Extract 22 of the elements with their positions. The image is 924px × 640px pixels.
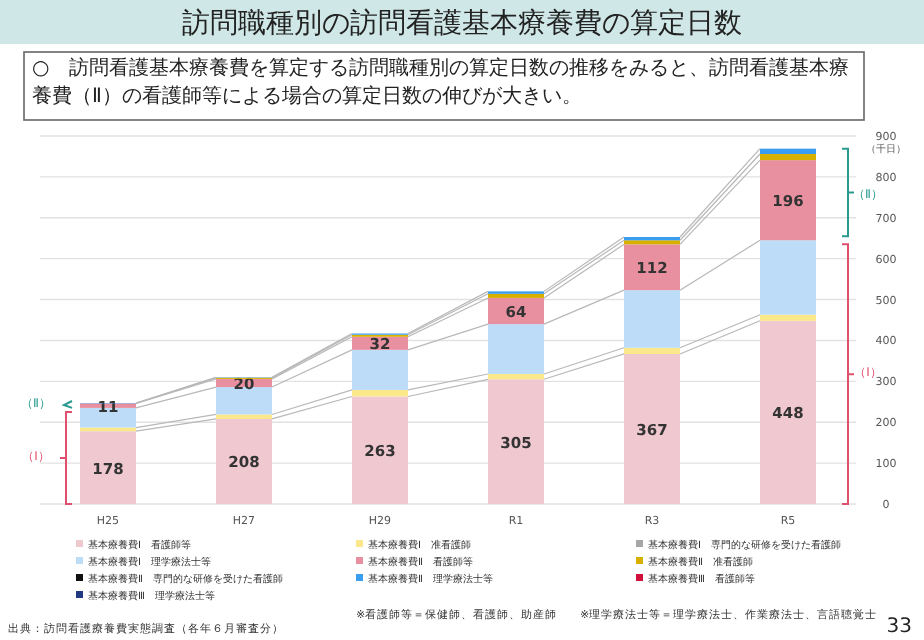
chart-title: 訪問職種別の訪問看護基本療養費の算定日数 (182, 8, 742, 40)
bar (760, 148, 816, 154)
bar (760, 240, 816, 315)
bar (352, 349, 408, 390)
bar (760, 320, 816, 504)
bar (624, 353, 680, 504)
bar (80, 431, 136, 504)
bar (352, 389, 408, 397)
bar (760, 153, 816, 161)
chart-subtitle: ○ 訪問看護基本療養費を算定する訪問職種別の算定日数の推移をみると、訪問看護基本療養費（Ⅱ）の看護師等による場合の算定日数の伸びが大きい。 (32, 56, 852, 112)
bar (488, 373, 544, 380)
bar (624, 290, 680, 348)
text: 33 (886, 616, 912, 638)
bar (216, 418, 272, 504)
bar (624, 244, 680, 291)
bar (760, 160, 816, 241)
bar (760, 314, 816, 321)
bar (488, 379, 544, 504)
bar (624, 347, 680, 354)
bar (488, 324, 544, 374)
bar (216, 387, 272, 415)
bar (352, 396, 408, 504)
